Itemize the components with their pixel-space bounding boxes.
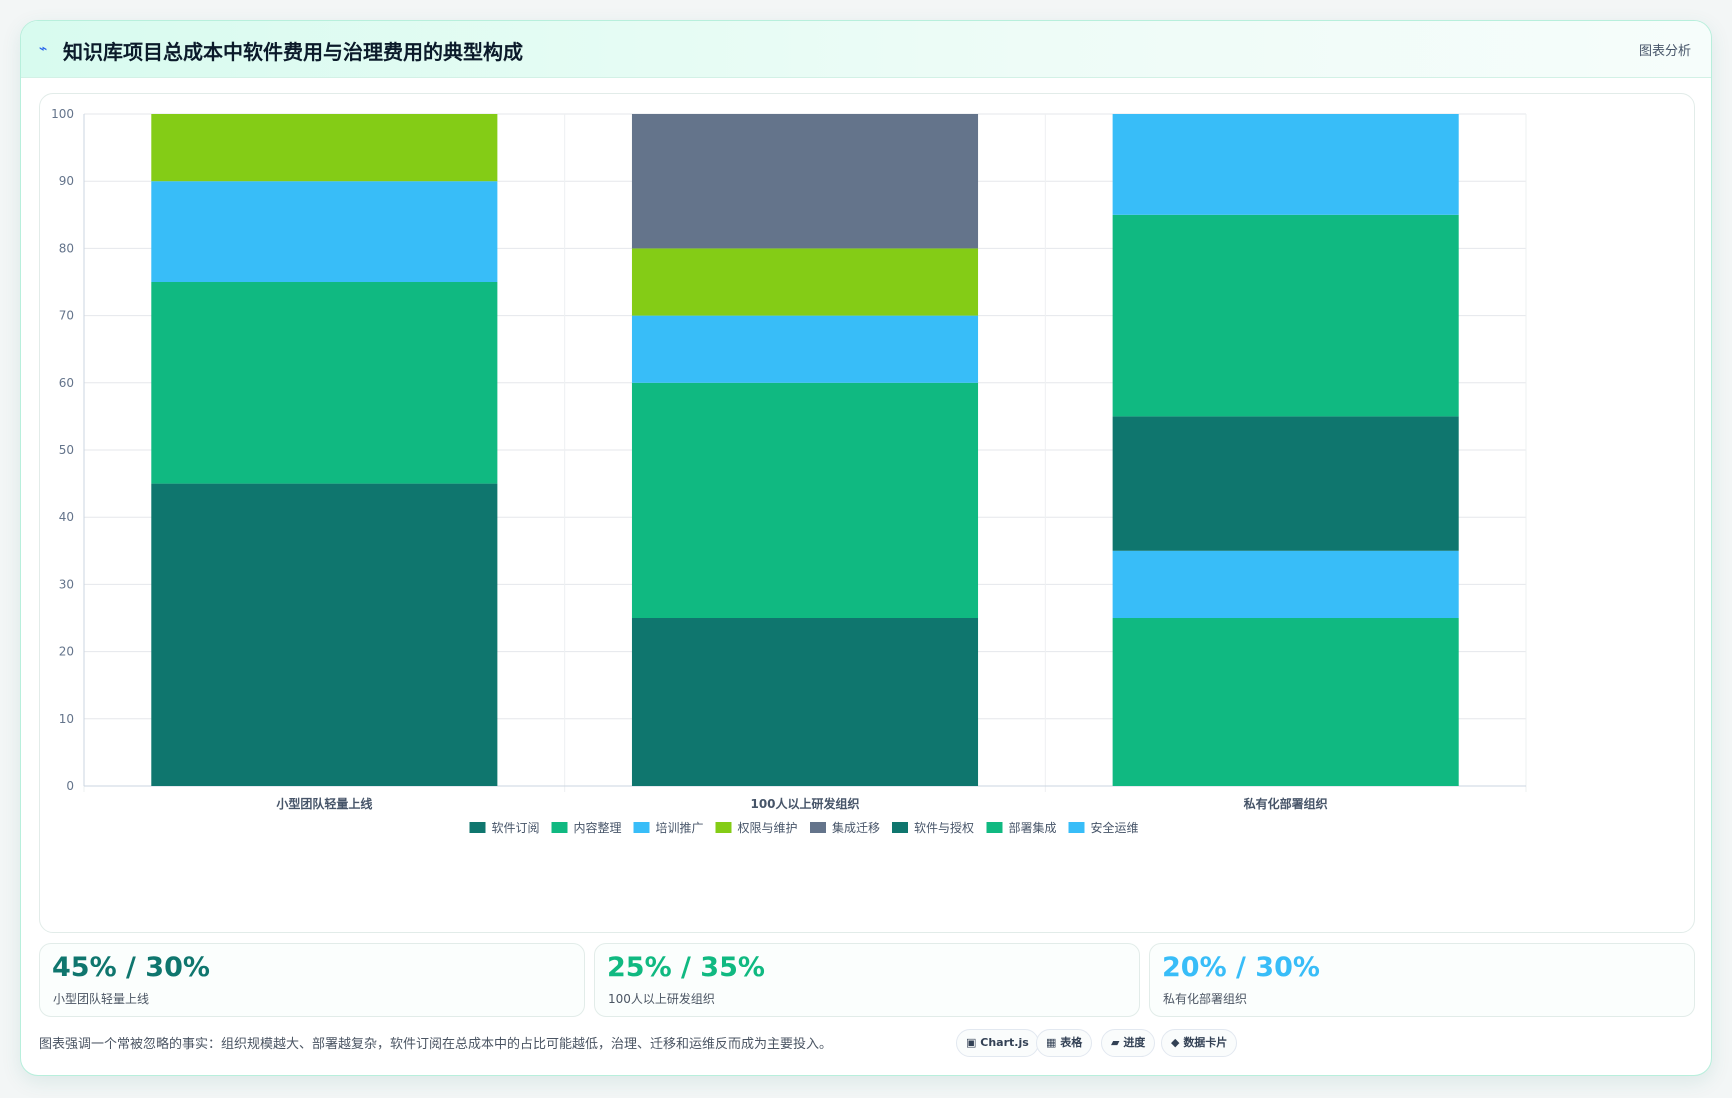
bar-segment bbox=[1112, 214, 1459, 417]
chip-label: 表格 bbox=[1060, 1036, 1083, 1049]
y-tick-label: 80 bbox=[59, 241, 74, 255]
x-tick-label: 100人以上研发组织 bbox=[750, 796, 859, 811]
legend-label: 权限与维护 bbox=[738, 821, 798, 835]
chart-card: ⌁ 知识库项目总成本中软件费用与治理费用的典型构成 图表分析 0 10 20 30 40… bbox=[20, 20, 1712, 1076]
bar-segment bbox=[631, 382, 979, 618]
header-tag: 图表分析 bbox=[1638, 44, 1691, 59]
bar-segment bbox=[1112, 114, 1459, 215]
stat-card-large-org: 25% / 35% 100人以上研发组织 bbox=[594, 943, 1140, 1017]
legend-label: 安全运维 bbox=[1091, 820, 1139, 835]
y-tick-label: 70 bbox=[59, 309, 74, 323]
y-tick-label: 60 bbox=[59, 376, 74, 390]
y-tick-label: 0 bbox=[66, 779, 74, 793]
y-tick-label: 100 bbox=[51, 107, 74, 121]
diamond-icon: ◆ bbox=[1171, 1036, 1180, 1049]
chart-icon: ⌁ bbox=[39, 41, 48, 57]
bar-segment bbox=[631, 114, 979, 249]
bar-segment bbox=[151, 181, 498, 282]
chart-box-icon: ▣ bbox=[966, 1036, 977, 1049]
legend-label: 软件订阅 bbox=[492, 821, 540, 835]
x-tick-label: 小型团队轻量上线 bbox=[276, 796, 372, 811]
stat-label: 私有化部署组织 bbox=[1163, 992, 1248, 1006]
chart-title: 知识库项目总成本中软件费用与治理费用的典型构成 bbox=[63, 40, 523, 64]
y-tick-label: 30 bbox=[59, 577, 74, 591]
y-tick-label: 90 bbox=[59, 174, 74, 188]
stat-label: 100人以上研发组织 bbox=[608, 992, 715, 1006]
bar-segment bbox=[151, 483, 498, 786]
legend-label: 集成迁移 bbox=[832, 820, 880, 835]
chip-table[interactable]: ▦ 表格 bbox=[1036, 1029, 1093, 1057]
progress-icon: ▰ bbox=[1111, 1036, 1120, 1049]
legend-label: 内容整理 bbox=[574, 820, 622, 835]
legend-label: 软件与授权 bbox=[914, 820, 974, 835]
bar-segment bbox=[1112, 416, 1459, 551]
stat-value: 45% / 30% bbox=[52, 952, 210, 983]
legend-label: 部署集成 bbox=[1009, 820, 1057, 835]
legend-swatch bbox=[469, 822, 486, 833]
stat-card-small-team: 45% / 30% 小型团队轻量上线 bbox=[39, 943, 585, 1017]
chart-note: 图表强调一个常被忽略的事实：组织规模越大、部署越复杂，软件订阅在总成本中的占比可… bbox=[39, 1037, 833, 1052]
legend-swatch bbox=[892, 822, 908, 833]
legend-swatch bbox=[1068, 822, 1085, 833]
bar-segment bbox=[151, 114, 498, 182]
bar-segment bbox=[631, 618, 979, 786]
y-tick-label: 50 bbox=[59, 443, 74, 457]
card-header: ⌁ 知识库项目总成本中软件费用与治理费用的典型构成 图表分析 bbox=[21, 21, 1711, 78]
legend-swatch bbox=[715, 822, 732, 833]
chip-data-card[interactable]: ◆ 数据卡片 bbox=[1161, 1029, 1238, 1057]
x-tick-label: 私有化部署组织 bbox=[1243, 796, 1328, 811]
y-tick-label: 40 bbox=[59, 510, 74, 524]
table-icon: ▦ bbox=[1046, 1036, 1057, 1049]
legend-label: 培训推广 bbox=[656, 820, 704, 835]
chip-progress[interactable]: ▰ 进度 bbox=[1101, 1029, 1156, 1057]
chip-label: Chart.js bbox=[980, 1036, 1029, 1049]
stacked-bar-chart: 0 10 20 30 40 50 60 70 80 90 100 小型团队轻量上线 100人以上研发组织… bbox=[51, 107, 1527, 835]
stat-label: 小型团队轻量上线 bbox=[53, 992, 150, 1006]
bar-segment bbox=[631, 248, 979, 316]
chip-label: 数据卡片 bbox=[1183, 1036, 1228, 1049]
legend-swatch bbox=[986, 822, 1003, 833]
legend-swatch bbox=[810, 822, 826, 833]
stat-value: 20% / 30% bbox=[1162, 952, 1320, 983]
y-tick-label: 10 bbox=[59, 712, 74, 726]
chart-area: 0 10 20 30 40 50 60 70 80 90 100 小型团队轻量上线 100人以上研发组织… bbox=[39, 93, 1695, 933]
stat-card-private-deploy: 20% / 30% 私有化部署组织 bbox=[1149, 943, 1695, 1017]
chip-label: 进度 bbox=[1123, 1036, 1146, 1049]
legend-swatch bbox=[633, 822, 650, 833]
bar-segment bbox=[1112, 618, 1459, 786]
bar-segment bbox=[151, 282, 498, 484]
bar-segment bbox=[631, 315, 979, 383]
legend-swatch bbox=[551, 822, 568, 833]
chip-chartjs[interactable]: ▣ Chart.js bbox=[956, 1029, 1039, 1057]
bar-segment bbox=[1112, 550, 1459, 618]
y-tick-label: 20 bbox=[59, 645, 74, 659]
stat-value: 25% / 35% bbox=[607, 952, 765, 983]
